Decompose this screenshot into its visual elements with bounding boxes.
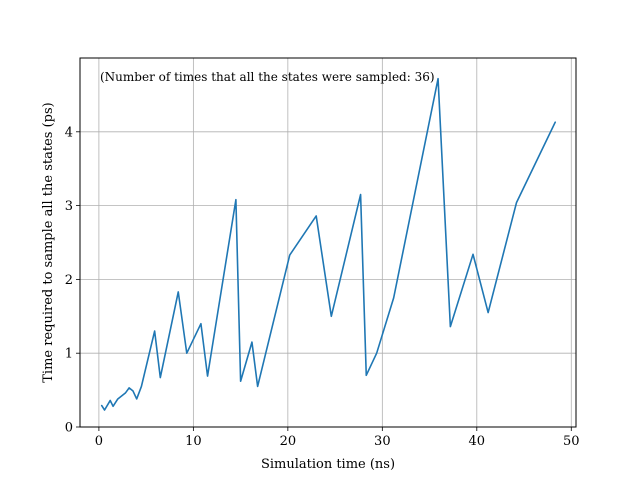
grid-lines <box>80 58 576 428</box>
data-series <box>100 77 557 411</box>
y-tick-label: 0 <box>65 421 73 436</box>
series-line <box>100 77 557 411</box>
y-tick-label: 1 <box>65 347 73 362</box>
x-axis-label: Simulation time (ns) <box>261 457 395 472</box>
axis-ticks: 0 10 20 30 40 50 0 1 2 3 4 <box>65 125 580 449</box>
x-tick-label: 20 <box>280 434 297 449</box>
x-tick-label: 50 <box>563 434 580 449</box>
y-tick-label: 3 <box>65 199 73 214</box>
y-axis-label: Time required to sample all the states (… <box>41 102 56 382</box>
annotation-text: (Number of times that all the states wer… <box>100 70 435 84</box>
x-tick-label: 0 <box>95 434 103 449</box>
x-tick-label: 10 <box>185 434 202 449</box>
y-tick-label: 4 <box>65 125 73 140</box>
axes-frame <box>79 57 577 428</box>
x-tick-label: 40 <box>469 434 486 449</box>
x-tick-label: 30 <box>374 434 391 449</box>
y-tick-label: 2 <box>65 273 73 288</box>
